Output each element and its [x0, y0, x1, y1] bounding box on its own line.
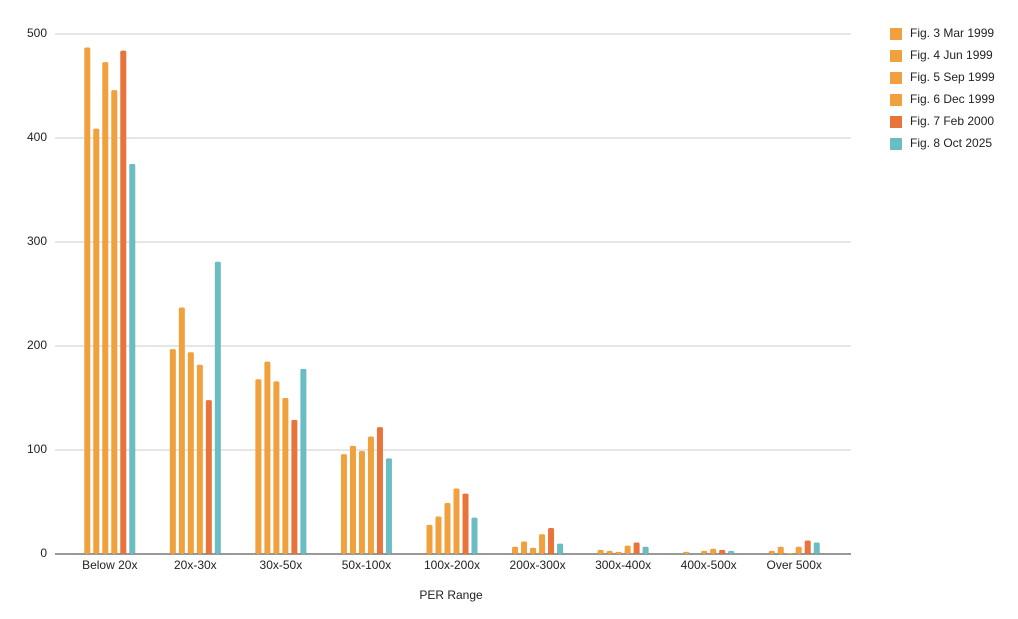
y-tick-label: 300: [27, 234, 47, 248]
x-tick-label: Over 500x: [767, 558, 822, 572]
x-tick-label: 50x-100x: [342, 558, 391, 572]
bar: [111, 90, 118, 554]
bar: [615, 551, 622, 554]
bar: [349, 445, 356, 554]
bar: [521, 541, 528, 554]
bar: [169, 349, 176, 554]
legend-swatch: [890, 28, 902, 40]
bar: [300, 368, 307, 554]
bar: [701, 550, 708, 554]
bar: [376, 427, 383, 554]
bar: [444, 503, 451, 554]
x-tick-label: Below 20x: [82, 558, 137, 572]
bar: [768, 550, 775, 554]
legend-swatch: [890, 72, 902, 84]
bar: [633, 542, 640, 554]
bar: [683, 551, 690, 554]
bar: [453, 488, 460, 554]
bar: [597, 549, 604, 554]
bar: [264, 361, 271, 554]
bar: [178, 307, 185, 554]
bar: [426, 524, 433, 554]
bar: [786, 552, 793, 554]
bar: [435, 516, 442, 554]
x-tick-label: 300x-400x: [595, 558, 651, 572]
x-axis-title: PER Range: [419, 588, 483, 602]
legend-label: Fig. 4 Jun 1999: [910, 48, 993, 62]
bar: [273, 381, 280, 554]
bar: [255, 379, 262, 554]
bar: [624, 545, 631, 554]
bar: [539, 534, 546, 554]
bar: [340, 454, 347, 554]
bar: [367, 436, 374, 554]
bar: [530, 547, 537, 554]
x-tick-label: 20x-30x: [174, 558, 217, 572]
bar: [358, 451, 365, 554]
x-tick-label: 30x-50x: [260, 558, 303, 572]
bar: [710, 548, 717, 554]
legend-swatch: [890, 116, 902, 128]
bar: [462, 493, 469, 554]
bar: [84, 47, 91, 555]
bar: [606, 550, 613, 554]
x-tick-label: 200x-300x: [510, 558, 566, 572]
bar: [102, 62, 109, 554]
bar: [804, 540, 811, 554]
bar: [512, 546, 519, 554]
bar: [719, 549, 726, 554]
y-tick-label: 500: [27, 26, 47, 40]
bar: [795, 546, 802, 554]
bar: [548, 528, 555, 554]
legend-label: Fig. 8 Oct 2025: [910, 136, 992, 150]
legend-swatch: [890, 50, 902, 62]
y-tick-label: 400: [27, 130, 47, 144]
bar: [196, 364, 203, 554]
bar: [557, 543, 564, 554]
bar: [120, 50, 127, 554]
legend-label: Fig. 5 Sep 1999: [910, 70, 995, 84]
legend-label: Fig. 6 Dec 1999: [910, 92, 995, 106]
bar: [282, 398, 289, 554]
bar: [385, 458, 392, 554]
y-tick-label: 200: [27, 338, 47, 352]
bar: [777, 546, 784, 554]
legend-swatch: [890, 138, 902, 150]
bar: [291, 419, 298, 554]
bar: [728, 550, 735, 554]
legend-label: Fig. 7 Feb 2000: [910, 114, 994, 128]
y-tick-label: 100: [27, 442, 47, 456]
bar: [93, 128, 100, 554]
legend-label: Fig. 3 Mar 1999: [910, 26, 994, 40]
x-tick-label: 400x-500x: [681, 558, 737, 572]
bar: [214, 261, 221, 554]
bar: [471, 517, 478, 554]
bar: [129, 164, 136, 554]
y-tick-label: 0: [40, 546, 47, 560]
bar: [187, 352, 194, 554]
legend-swatch: [890, 94, 902, 106]
bar: [642, 546, 649, 554]
bar: [813, 542, 820, 554]
x-tick-label: 100x-200x: [424, 558, 480, 572]
bar: [205, 400, 212, 554]
